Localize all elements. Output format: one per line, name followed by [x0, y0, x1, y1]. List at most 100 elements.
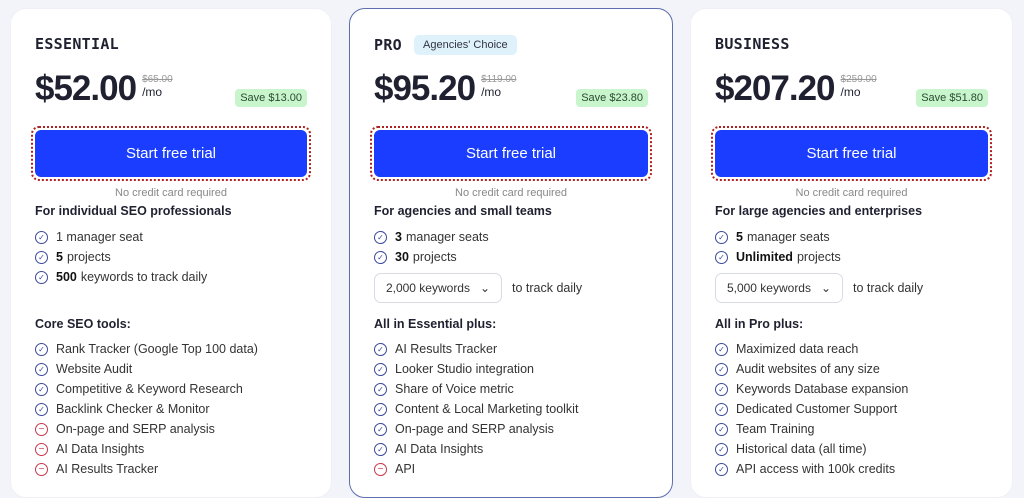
per-month: /mo	[840, 85, 861, 99]
feature-section-title: Core SEO tools:	[35, 317, 131, 331]
feature-section-title: All in Pro plus:	[715, 317, 804, 331]
feature-list: ✓ Maximized data reach ✓ Audit websites of …	[715, 339, 908, 479]
feature-item: ✓ Share of Voice metric	[374, 379, 578, 399]
check-icon: ✓	[715, 462, 728, 476]
no-credit-card-note: No credit card required	[455, 187, 567, 199]
check-icon: ✓	[374, 402, 387, 416]
seat-item: ✓ 5 manager seats	[715, 227, 923, 247]
feature-item: ✓ Audit websites of any size	[715, 359, 908, 379]
feature-item: ✓ Dedicated Customer Support	[715, 399, 908, 419]
feature-item: − API	[374, 459, 578, 479]
check-icon: ✓	[374, 250, 387, 264]
check-icon: ✓	[715, 422, 728, 436]
old-price: $65.00	[142, 74, 173, 85]
price: $95.20	[374, 69, 476, 108]
feature-section-title: All in Essential plus:	[374, 317, 497, 331]
feature-list: ✓ AI Results Tracker ✓ Looker Studio integr…	[374, 339, 578, 479]
feature-item: ✓ Competitive & Keyword Research	[35, 379, 258, 399]
check-icon: ✓	[715, 250, 728, 264]
check-icon: ✓	[715, 230, 728, 244]
old-price: $259.00	[840, 74, 877, 85]
plan-card-business: BUSINESS $207.20 $259.00/mo Save $51.80 S…	[690, 8, 1013, 498]
feature-item: ✓ Team Training	[715, 419, 908, 439]
feature-item: ✓ On-page and SERP analysis	[374, 419, 578, 439]
feature-item: ✓ Maximized data reach	[715, 339, 908, 359]
plan-name: PRO	[374, 36, 402, 54]
seat-item: ✓ 5 projects	[35, 247, 207, 267]
check-icon: ✓	[35, 270, 48, 284]
check-icon: ✓	[374, 342, 387, 356]
check-icon: ✓	[35, 402, 48, 416]
seat-list: ✓ 1 manager seat ✓ 5 projects ✓ 500 keywords to…	[35, 227, 207, 287]
feature-item: ✓ API access with 100k credits	[715, 459, 908, 479]
check-icon: ✓	[35, 250, 48, 264]
plan-name: ESSENTIAL	[35, 35, 119, 53]
keywords-select[interactable]: 5,000 keywords ⌄	[715, 273, 843, 303]
minus-icon: −	[35, 462, 48, 476]
feature-item: ✓ Keywords Database expansion	[715, 379, 908, 399]
minus-icon: −	[35, 442, 48, 456]
plan-card-essential: ESSENTIAL $52.00 $65.00/mo Save $13.00 St…	[10, 8, 332, 498]
check-icon: ✓	[715, 402, 728, 416]
plan-card-pro: PRO Agencies' Choice $95.20 $119.00/mo Sav…	[349, 8, 673, 498]
seat-item: ✓ 3 manager seats	[374, 227, 582, 247]
feature-item: − AI Results Tracker	[35, 459, 258, 479]
minus-icon: −	[374, 462, 387, 476]
feature-item: − On-page and SERP analysis	[35, 419, 258, 439]
per-month: /mo	[481, 85, 502, 99]
price: $207.20	[715, 69, 836, 108]
plan-name: BUSINESS	[715, 35, 790, 53]
minus-icon: −	[35, 422, 48, 436]
check-icon: ✓	[715, 442, 728, 456]
save-badge: Save $13.00	[235, 89, 307, 107]
cta-focus-ring: Start free trial	[31, 126, 311, 181]
cta-focus-ring: Start free trial	[711, 126, 992, 181]
feature-item: − AI Data Insights	[35, 439, 258, 459]
check-icon: ✓	[715, 382, 728, 396]
keywords-select[interactable]: 2,000 keywords ⌄	[374, 273, 502, 303]
feature-list: ✓ Rank Tracker (Google Top 100 data) ✓ Webs…	[35, 339, 258, 479]
plan-audience: For large agencies and enterprises	[715, 204, 923, 218]
per-month: /mo	[142, 85, 163, 99]
check-icon: ✓	[374, 362, 387, 376]
feature-item: ✓ Rank Tracker (Google Top 100 data)	[35, 339, 258, 359]
seat-list: ✓ 3 manager seats ✓ 30 projects 2,000 keywords…	[374, 227, 582, 303]
check-icon: ✓	[35, 230, 48, 244]
feature-item: ✓ Backlink Checker & Monitor	[35, 399, 258, 419]
price: $52.00	[35, 69, 137, 108]
save-badge: Save $23.80	[576, 89, 648, 107]
plan-audience: For individual SEO professionals	[35, 204, 232, 218]
check-icon: ✓	[35, 382, 48, 396]
check-icon: ✓	[35, 342, 48, 356]
start-free-trial-button[interactable]: Start free trial	[35, 130, 307, 177]
feature-item: ✓ Historical data (all time)	[715, 439, 908, 459]
cta-focus-ring: Start free trial	[370, 126, 652, 181]
start-free-trial-button[interactable]: Start free trial	[715, 130, 988, 177]
check-icon: ✓	[374, 442, 387, 456]
check-icon: ✓	[715, 362, 728, 376]
chevron-down-icon: ⌄	[820, 281, 832, 295]
seat-item: ✓ 500 keywords to track daily	[35, 267, 207, 287]
feature-item: ✓ AI Results Tracker	[374, 339, 578, 359]
seat-item: ✓ 1 manager seat	[35, 227, 207, 247]
check-icon: ✓	[374, 382, 387, 396]
save-badge: Save $51.80	[916, 89, 988, 107]
check-icon: ✓	[374, 422, 387, 436]
no-credit-card-note: No credit card required	[795, 187, 908, 199]
old-price: $119.00	[481, 74, 517, 85]
check-icon: ✓	[715, 342, 728, 356]
feature-item: ✓ Content & Local Marketing toolkit	[374, 399, 578, 419]
start-free-trial-button[interactable]: Start free trial	[374, 130, 648, 177]
seat-list: ✓ 5 manager seats ✓ Unlimited projects 5,000 k…	[715, 227, 923, 303]
feature-item: ✓ AI Data Insights	[374, 439, 578, 459]
no-credit-card-note: No credit card required	[115, 187, 227, 199]
plan-audience: For agencies and small teams	[374, 204, 552, 218]
feature-item: ✓ Website Audit	[35, 359, 258, 379]
seat-item: ✓ Unlimited projects	[715, 247, 923, 267]
check-icon: ✓	[374, 230, 387, 244]
plan-badge: Agencies' Choice	[414, 35, 517, 55]
chevron-down-icon: ⌄	[479, 281, 491, 295]
feature-item: ✓ Looker Studio integration	[374, 359, 578, 379]
seat-item: ✓ 30 projects	[374, 247, 582, 267]
check-icon: ✓	[35, 362, 48, 376]
